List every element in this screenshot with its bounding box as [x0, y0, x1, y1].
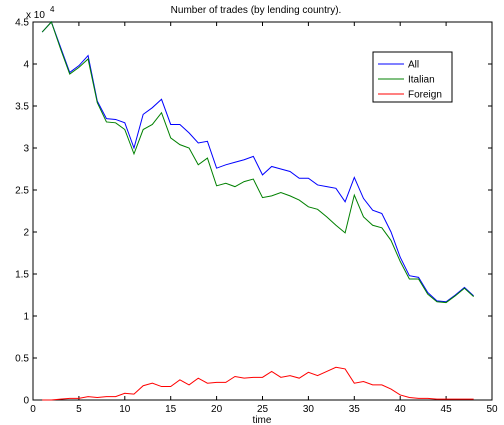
- x-tick-label: 15: [165, 404, 177, 415]
- x-tick-label: 50: [486, 404, 498, 415]
- y-tick-label: 2: [23, 228, 29, 239]
- y-tick-label: 4.5: [15, 18, 29, 29]
- legend-label-all: All: [408, 60, 419, 71]
- series-line-foreign: [42, 366, 474, 401]
- y-tick-label: 1: [23, 312, 29, 323]
- y-tick-label: 3: [23, 144, 29, 155]
- y-tick-label: 2.5: [15, 186, 29, 197]
- x-axis-label: time: [253, 415, 272, 425]
- series-lines: [41, 21, 474, 401]
- y-axis: 0 0.5 1 1.5 2 2.5 3 3.5 4 4.5: [15, 18, 492, 407]
- x-tick-label: 30: [303, 404, 315, 415]
- y-tick-label: 0: [23, 396, 29, 407]
- x-tick-label: 35: [349, 404, 361, 415]
- y-multiplier: x 10 4: [26, 5, 55, 21]
- x-tick-label: 0: [30, 404, 36, 415]
- y-tick-label: 1.5: [15, 270, 29, 281]
- y-tick-label: 0.5: [15, 354, 29, 365]
- chart-title: Number of trades (by lending country).: [171, 5, 342, 16]
- x-tick-label: 25: [257, 404, 269, 415]
- y-multiplier-exponent: 4: [50, 5, 55, 14]
- series-line-italian: [41, 21, 474, 304]
- y-tick-label: 3.5: [15, 102, 29, 113]
- series-line-all: [41, 21, 474, 303]
- y-multiplier-label: x 10: [26, 10, 45, 21]
- legend-label-italian: Italian: [408, 75, 435, 86]
- x-tick-label: 10: [119, 404, 131, 415]
- x-tick-label: 5: [76, 404, 82, 415]
- legend-label-foreign: Foreign: [408, 90, 442, 101]
- legend: All Italian Foreign: [372, 51, 453, 103]
- x-tick-label: 20: [211, 404, 223, 415]
- x-tick-label: 45: [441, 404, 453, 415]
- y-tick-label: 4: [23, 60, 29, 71]
- x-tick-label: 40: [395, 404, 407, 415]
- x-axis: 0 5 10 15 20 25 30 35 40 45 50: [30, 22, 498, 415]
